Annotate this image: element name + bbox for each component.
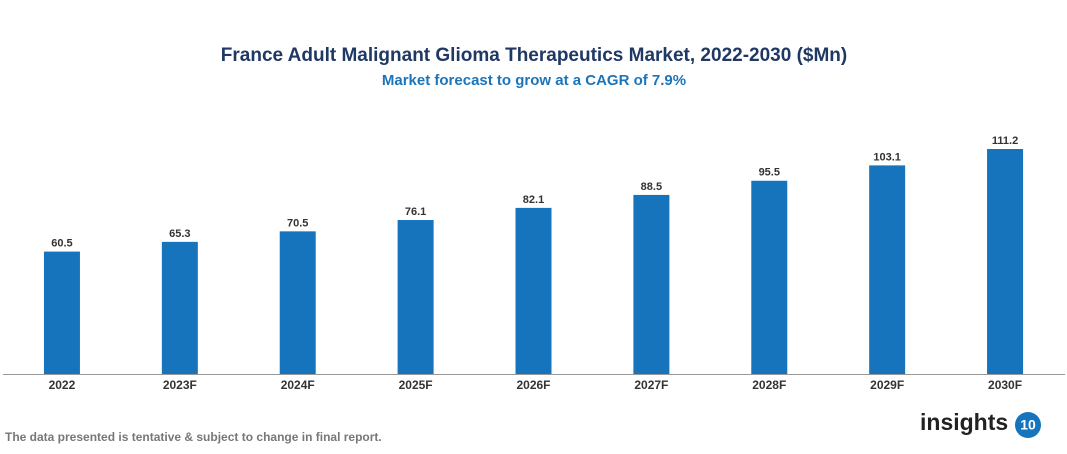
value-label: 111.2 bbox=[992, 135, 1018, 147]
bar bbox=[987, 149, 1024, 374]
value-label: 95.5 bbox=[759, 167, 780, 179]
bar bbox=[279, 231, 316, 374]
x-tick-label: 2024F bbox=[281, 378, 315, 392]
x-tick-label: 2026F bbox=[516, 378, 550, 392]
value-label: 65.3 bbox=[169, 228, 190, 240]
logo-badge bbox=[1015, 412, 1041, 438]
value-label: 76.1 bbox=[405, 206, 426, 218]
x-tick-label: 2022 bbox=[49, 378, 76, 392]
x-tick-label: 2028F bbox=[752, 378, 786, 392]
x-tick-label: 2027F bbox=[634, 378, 668, 392]
x-tick-label: 2029F bbox=[870, 378, 904, 392]
bar bbox=[633, 194, 670, 374]
bar bbox=[869, 165, 906, 374]
value-label: 82.1 bbox=[523, 194, 544, 206]
x-tick-label: 2025F bbox=[399, 378, 433, 392]
value-label: 70.5 bbox=[287, 217, 308, 229]
logo-text: insights bbox=[920, 409, 1008, 435]
value-label: 60.5 bbox=[51, 237, 72, 249]
x-tick-label: 2030F bbox=[988, 378, 1022, 392]
bar bbox=[515, 207, 552, 374]
chart-title: France Adult Malignant Glioma Therapeuti… bbox=[221, 45, 847, 66]
bar bbox=[751, 180, 788, 374]
x-tick-label: 2023F bbox=[163, 378, 197, 392]
value-label: 88.5 bbox=[641, 181, 662, 193]
logo-number: 10 bbox=[1020, 417, 1036, 433]
bar bbox=[397, 220, 434, 374]
footnote: The data presented is tentative & subjec… bbox=[5, 430, 382, 444]
value-label: 103.1 bbox=[873, 151, 901, 163]
bar bbox=[43, 251, 80, 374]
chart-subtitle: Market forecast to grow at a CAGR of 7.9… bbox=[382, 72, 686, 89]
bar bbox=[161, 241, 198, 374]
